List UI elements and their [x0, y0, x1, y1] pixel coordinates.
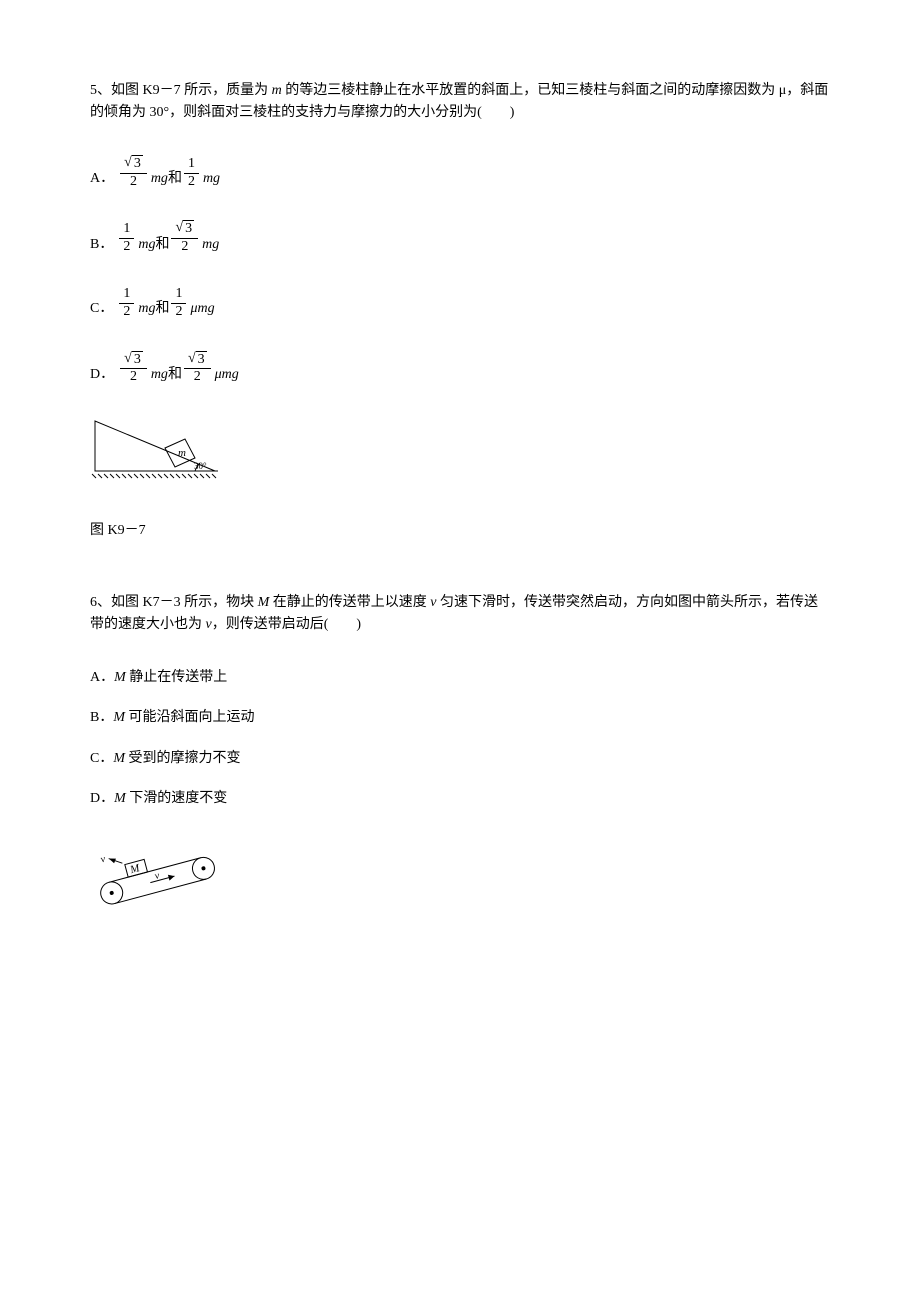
numerator: 1: [171, 286, 186, 304]
denominator: 2: [126, 369, 141, 386]
fraction: 1 2: [184, 156, 199, 191]
q6-stem: 6、如图 K7－3 所示，物块 M 在静止的传送带上以速度 v 匀速下滑时，传送…: [90, 592, 830, 637]
v-label-top: v: [99, 854, 107, 866]
and-text: 和: [168, 168, 182, 190]
and-text: 和: [155, 234, 169, 256]
option-text: 可能沿斜面向上运动: [125, 710, 255, 725]
incline-diagram-icon: m 30°: [90, 416, 220, 486]
option-prefix: M: [113, 710, 125, 725]
q5-stem-m: m: [272, 83, 282, 98]
q6-option-c: C．M 受到的摩擦力不变: [90, 748, 830, 770]
option-label: D．: [90, 364, 114, 386]
q6-stem-M: M: [258, 595, 270, 610]
denominator: 2: [119, 304, 134, 321]
tail-2: μmg: [190, 298, 214, 320]
q5-option-b: B． 1 2 mg 和 √3 2 mg: [90, 220, 830, 256]
sqrt-arg: 3: [196, 351, 207, 369]
q5-stem-a: 5、如图 K9－7 所示，质量为: [90, 83, 272, 98]
tail-1: mg: [151, 168, 168, 190]
denominator: 2: [184, 174, 199, 191]
denominator: 2: [126, 174, 141, 191]
sqrt-arg: 3: [132, 351, 143, 369]
tail-2: μmg: [215, 364, 239, 386]
tail-1: mg: [138, 298, 155, 320]
q5-option-d: D． √3 2 mg 和 √3 2 μmg: [90, 351, 830, 387]
option-label: B．: [90, 234, 113, 256]
angle-label: 30°: [194, 461, 207, 471]
sqrt-arg: 3: [183, 220, 194, 238]
option-label: D．: [90, 791, 114, 806]
figure-k7-3: M v v: [90, 840, 830, 918]
numerator: 1: [119, 286, 134, 304]
denominator: 2: [119, 239, 134, 256]
tail-2: mg: [202, 234, 219, 256]
q5-option-c: C． 1 2 mg 和 1 2 μmg: [90, 286, 830, 321]
fraction: √3 2: [120, 351, 147, 387]
figure-k9-7: m 30°: [90, 416, 830, 494]
tail-1: mg: [151, 364, 168, 386]
fraction: 1 2: [119, 221, 134, 256]
sqrt-arg: 3: [132, 155, 143, 173]
fraction: 1 2: [119, 286, 134, 321]
tail-2: mg: [203, 168, 220, 190]
q5-option-a: A． √3 2 mg 和 1 2 mg: [90, 155, 830, 191]
m-label: m: [178, 447, 186, 459]
v-label-belt: v: [154, 870, 162, 882]
option-label: C．: [90, 298, 113, 320]
question-6: 6、如图 K7－3 所示，物块 M 在静止的传送带上以速度 v 匀速下滑时，传送…: [90, 592, 830, 919]
q6-stem-a: 6、如图 K7－3 所示，物块: [90, 595, 258, 610]
q6-stem-d: ，则传送带启动后( ): [212, 617, 361, 632]
option-text: 下滑的速度不变: [126, 791, 228, 806]
conveyor-diagram-icon: M v v: [90, 840, 230, 910]
fraction: 1 2: [171, 286, 186, 321]
option-label: A．: [90, 168, 114, 190]
option-label: B．: [90, 710, 113, 725]
option-text: 受到的摩擦力不变: [125, 751, 241, 766]
q6-stem-b: 在静止的传送带上以速度: [269, 595, 430, 610]
tail-1: mg: [138, 234, 155, 256]
option-prefix: M: [113, 751, 125, 766]
option-prefix: M: [114, 670, 126, 685]
and-text: 和: [168, 364, 182, 386]
question-5: 5、如图 K9－7 所示，质量为 m 的等边三棱柱静止在水平放置的斜面上，已知三…: [90, 80, 830, 542]
numerator: 1: [119, 221, 134, 239]
denominator: 2: [171, 304, 186, 321]
numerator: 1: [184, 156, 199, 174]
figure-caption: 图 K9－7: [90, 520, 830, 542]
q6-option-b: B．M 可能沿斜面向上运动: [90, 707, 830, 729]
q5-stem: 5、如图 K9－7 所示，质量为 m 的等边三棱柱静止在水平放置的斜面上，已知三…: [90, 80, 830, 125]
option-label: A．: [90, 670, 114, 685]
fraction: √3 2: [120, 155, 147, 191]
option-text: 静止在传送带上: [126, 670, 228, 685]
option-label: C．: [90, 751, 113, 766]
fraction: √3 2: [171, 220, 198, 256]
q6-option-a: A．M 静止在传送带上: [90, 667, 830, 689]
denominator: 2: [177, 239, 192, 256]
fraction: √3 2: [184, 351, 211, 387]
denominator: 2: [190, 369, 205, 386]
option-prefix: M: [114, 791, 126, 806]
q6-option-d: D．M 下滑的速度不变: [90, 788, 830, 810]
and-text: 和: [155, 298, 169, 320]
